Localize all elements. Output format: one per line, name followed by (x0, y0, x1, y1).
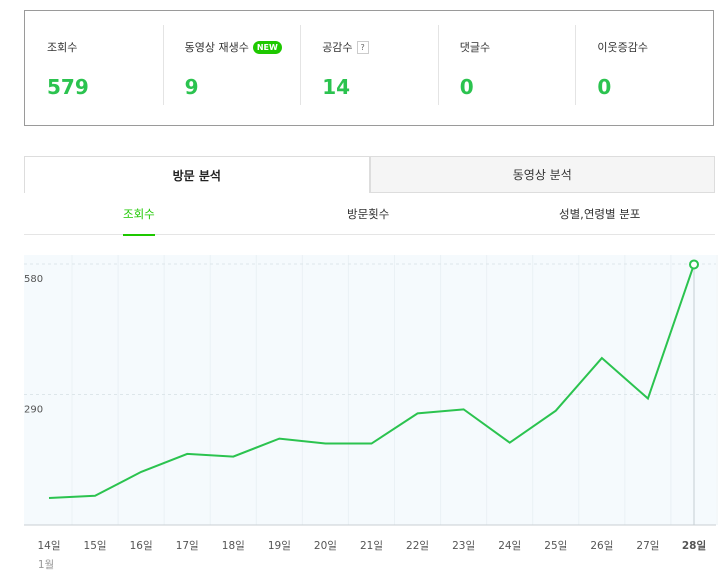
month-label: 1월 (38, 559, 54, 571)
x-tick-label: 19일 (268, 539, 291, 552)
x-tick-label: 23일 (452, 539, 475, 552)
subtab-demographics[interactable]: 성별,연령별 분포 (559, 207, 641, 221)
stat-label: 이웃증감수 (597, 41, 648, 54)
tab-visit-analysis[interactable]: 방문 분석 (24, 156, 370, 193)
x-tick-label: 28일 (682, 539, 706, 552)
x-tick-label: 25일 (544, 539, 567, 552)
x-tick-label: 22일 (406, 539, 429, 552)
x-tick-label: 14일 (37, 539, 60, 552)
stat-label: 동영상 재생수 (184, 41, 249, 54)
subtab-visits[interactable]: 방문횟수 (347, 207, 390, 221)
x-tick-label: 27일 (636, 539, 659, 552)
tab-video-analysis[interactable]: 동영상 분석 (369, 156, 715, 193)
x-tick-label: 20일 (314, 539, 337, 552)
help-icon[interactable]: ? (356, 40, 369, 54)
new-badge: NEW (252, 40, 282, 54)
x-tick-label: 26일 (590, 539, 613, 552)
stat-value: 579 (47, 75, 89, 99)
y-tick-label: 290 (24, 405, 43, 416)
x-tick-label: 18일 (222, 539, 245, 552)
stat-label: 조회수 (47, 41, 78, 54)
x-tick-label: 16일 (130, 539, 153, 552)
stat-value: 14 (322, 75, 351, 99)
analysis-tabs: 방문 분석 동영상 분석 (24, 156, 715, 193)
x-tick-label: 24일 (498, 539, 521, 552)
stat-label: 댓글수 (459, 41, 491, 54)
plot-background (24, 255, 716, 525)
sub-tabs: 조회수 방문횟수 성별,연령별 분포 (24, 193, 715, 236)
stat-value: 9 (184, 75, 199, 99)
subtab-views[interactable]: 조회수 (123, 206, 155, 236)
data-point (689, 259, 699, 270)
x-tick-label: 17일 (176, 539, 199, 552)
stat-likes: 공감수? 14 (300, 11, 438, 125)
stat-views: 조회수 579 (25, 11, 163, 125)
stat-value: 0 (459, 75, 474, 99)
stat-label: 공감수 (322, 41, 353, 54)
x-tick-label: 15일 (84, 539, 107, 552)
stat-neighbors: 이웃증감수 0 (575, 11, 713, 125)
views-series-line (48, 264, 695, 499)
stat-video-plays: 동영상 재생수 NEW 9 (162, 11, 301, 125)
y-tick-label: 580 (24, 274, 43, 285)
summary-panel: 조회수 579 동영상 재생수 NEW 9 공감수? 14 댓글수 0 이웃증감수… (24, 10, 714, 126)
stat-comments: 댓글수 0 (437, 11, 576, 125)
x-tick-label: 21일 (360, 539, 383, 552)
stat-value: 0 (597, 75, 612, 99)
